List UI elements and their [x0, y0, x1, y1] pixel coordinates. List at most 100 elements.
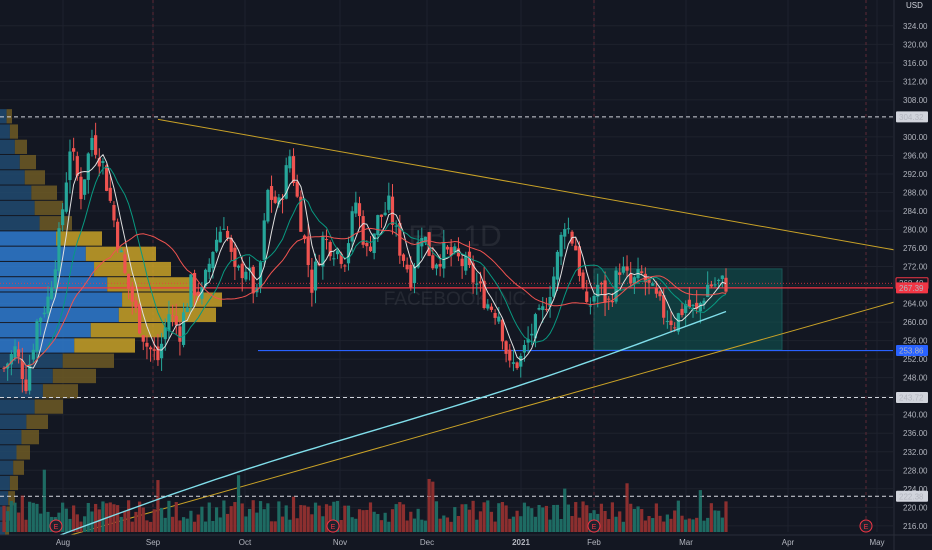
candle-body — [522, 344, 527, 353]
candle-body — [566, 228, 571, 230]
volume-bar — [317, 505, 321, 532]
price-tick-label: 320.00 — [903, 40, 928, 49]
volume-bar — [464, 504, 468, 532]
price-tag-267-39: 267.39 — [899, 284, 924, 293]
volume-bar — [511, 516, 516, 532]
volume-bar — [544, 505, 549, 532]
volume-bar — [416, 508, 420, 532]
volume-bar — [163, 517, 167, 532]
profile-bar-up — [0, 261, 95, 277]
price-tick-label: 216.00 — [903, 522, 928, 531]
candle-body — [412, 266, 417, 284]
candle-body — [101, 160, 105, 164]
price-tag-243-72: 243.72 — [899, 393, 924, 402]
volume-bar — [691, 519, 695, 532]
profile-bar-up — [0, 353, 63, 368]
volume-bar — [39, 513, 43, 532]
volume-bar — [174, 502, 178, 532]
candle-body — [134, 300, 138, 308]
candle-body — [464, 256, 468, 271]
volume-bar — [354, 518, 358, 532]
candle-body — [185, 307, 189, 313]
volume-bar — [138, 501, 142, 532]
candle-body — [354, 202, 358, 214]
ma-slow-line — [3, 227, 727, 370]
candle-body — [449, 247, 453, 256]
candle-body — [90, 137, 94, 151]
candle-body — [438, 263, 442, 267]
candle-body — [31, 349, 35, 360]
volume-bar — [412, 518, 417, 532]
time-label-2021: 2021 — [512, 538, 530, 547]
candle-body — [585, 291, 589, 302]
price-tick-label: 228.00 — [903, 466, 928, 475]
volume-bar — [680, 515, 684, 532]
candle-body — [13, 346, 17, 358]
volume-bar — [368, 502, 373, 532]
candle-body — [159, 343, 164, 359]
candle-body — [167, 314, 171, 332]
volume-bar — [555, 504, 560, 532]
volume-bar — [629, 503, 633, 532]
candle-body — [563, 229, 567, 237]
candle-body — [145, 342, 149, 347]
candle-body — [453, 246, 457, 252]
volume-bar — [632, 508, 636, 532]
candle-body — [20, 360, 24, 380]
volume-bar — [214, 507, 219, 532]
volume-bar — [438, 518, 442, 532]
profile-bar-up — [0, 139, 15, 154]
candle-body — [471, 263, 475, 283]
candle-body — [530, 333, 534, 336]
volume-bar — [581, 501, 585, 532]
price-tick-label: 256.00 — [903, 337, 928, 346]
volume-bar — [695, 517, 699, 532]
candle-body — [724, 277, 728, 292]
profile-bar-up — [0, 185, 32, 200]
volume-bar — [9, 501, 13, 532]
candle-body — [39, 317, 43, 323]
volume-bar — [207, 502, 211, 532]
volume-bar — [269, 521, 274, 532]
volume-bar — [456, 515, 461, 532]
volume-bar — [244, 516, 248, 532]
volume-bar — [460, 504, 464, 532]
time-label-sep: Sep — [146, 538, 161, 547]
candle-body — [376, 215, 380, 236]
profile-bar-down — [14, 139, 27, 154]
volume-bar — [614, 516, 618, 532]
volume-bar — [698, 490, 702, 532]
volume-bar — [335, 500, 340, 532]
volume-bar — [64, 508, 68, 532]
watermark-name: FACEBOOK INC — [384, 289, 527, 310]
volume-bar — [2, 505, 6, 532]
volume-bar — [504, 505, 508, 532]
candle-body — [445, 246, 450, 250]
ma-long-line — [59, 310, 727, 536]
candle-body — [625, 266, 629, 271]
profile-bar-down — [6, 506, 12, 521]
volume-bar — [500, 501, 505, 532]
volume-bar — [493, 521, 497, 532]
profile-bar-down — [16, 445, 30, 460]
candle-body — [141, 335, 145, 342]
volume-bar — [599, 503, 603, 532]
volume-bar — [240, 503, 244, 532]
candle-body — [651, 283, 655, 286]
volume-bar — [72, 505, 76, 532]
candle-body — [713, 284, 717, 286]
candle-body — [431, 255, 435, 269]
trendline — [53, 300, 898, 541]
volume-bar — [181, 517, 186, 532]
volume-bar — [134, 511, 138, 532]
volume-bar — [35, 503, 39, 532]
earnings-marker-label: E — [864, 524, 869, 531]
candle-body — [409, 264, 413, 288]
time-label-dec: Dec — [420, 538, 434, 547]
candle-body — [574, 245, 578, 251]
volume-bar — [192, 521, 197, 532]
candle-body — [343, 265, 347, 267]
volume-bar — [94, 503, 98, 532]
